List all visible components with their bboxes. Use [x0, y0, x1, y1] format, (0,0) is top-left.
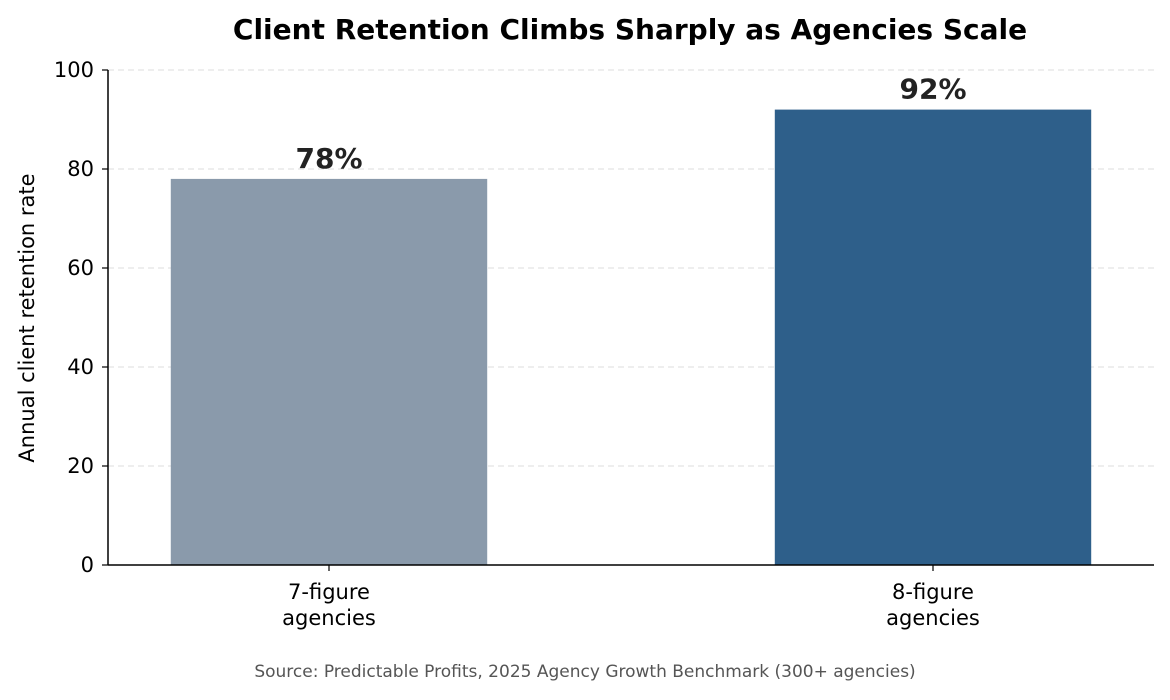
bar-1: [170, 178, 488, 565]
bars: [170, 109, 1092, 565]
y-tick-label: 80: [67, 157, 94, 181]
y-tick-label: 40: [67, 355, 94, 379]
y-ticks: 0 20 40 60 80 100: [54, 58, 108, 577]
source-note: Source: Predictable Profits, 2025 Agency…: [254, 662, 915, 682]
y-tick-label: 100: [54, 58, 94, 82]
chart-title: Client Retention Climbs Sharply as Agenc…: [233, 13, 1027, 46]
x-tick-label: 8-figure: [892, 580, 974, 604]
y-axis-label: Annual client retention rate: [15, 173, 39, 462]
x-tick-label: 7-figure: [288, 580, 370, 604]
y-tick-label: 20: [67, 454, 94, 478]
x-tick-label: agencies: [282, 606, 376, 630]
x-tick-label: agencies: [886, 606, 980, 630]
y-tick-label: 60: [67, 256, 94, 280]
bar-2: [774, 109, 1092, 565]
y-tick-label: 0: [81, 553, 94, 577]
data-labels: 78% 92%: [295, 73, 966, 175]
data-label: 92%: [899, 73, 966, 106]
data-label: 78%: [295, 142, 362, 175]
